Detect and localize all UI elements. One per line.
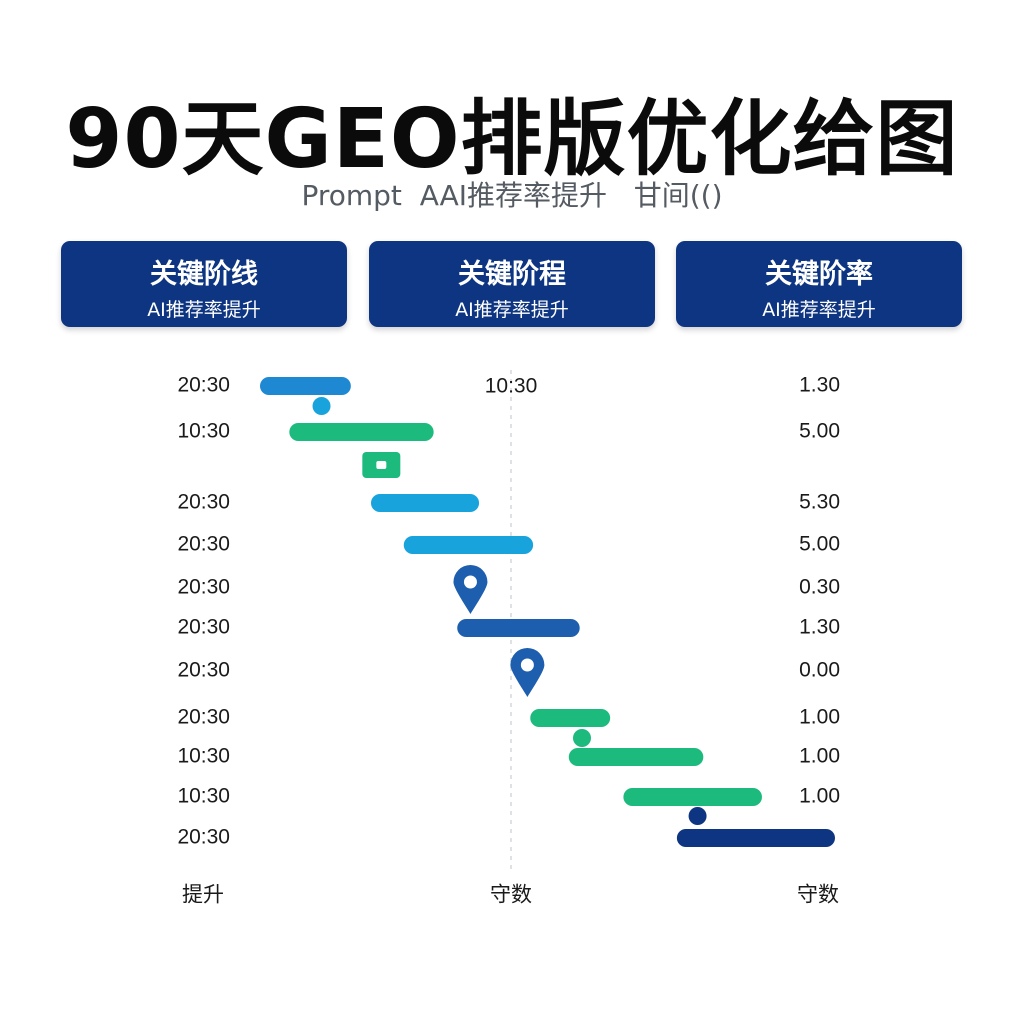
- gantt-bar: [289, 423, 434, 441]
- row-right-label: 1.00: [799, 745, 840, 768]
- milestone-square-inner: [376, 461, 387, 469]
- row-right-label: 1.30: [799, 616, 840, 639]
- milestone-dot-marker: [312, 397, 331, 415]
- header-box-2: 关键阶程 AI推荐率提升: [369, 241, 655, 327]
- row-right-label: 0.30: [799, 576, 840, 599]
- gantt-bar: [530, 709, 611, 727]
- milestone-dot-marker: [573, 729, 591, 747]
- row-left-label: 10:30: [177, 420, 230, 443]
- row-right-label: 1.00: [799, 785, 840, 808]
- footer-label: 守数: [797, 884, 839, 907]
- row-left-label: 10:30: [177, 785, 230, 808]
- gantt-bar: [676, 829, 835, 847]
- row-left-label: 20:30: [177, 576, 230, 599]
- row-left-label: 20:30: [177, 374, 230, 397]
- page-subtitle: Prompt AAI推荐率提升 甘间((): [301, 179, 723, 212]
- gantt-bar: [370, 494, 480, 512]
- gantt-bar: [403, 536, 534, 554]
- milestone-pin-hole: [520, 658, 534, 672]
- row-left-label: 20:30: [177, 491, 230, 514]
- header-box-title: 关键阶率: [765, 259, 873, 290]
- footer-label: 提升: [182, 884, 224, 907]
- row-left-label: 20:30: [177, 616, 230, 639]
- header-box-subtitle: AI推荐率提升: [455, 299, 569, 321]
- header-box-title: 关键阶程: [458, 259, 566, 290]
- row-right-label: 1.30: [799, 374, 840, 397]
- row-right-label: 1.00: [799, 706, 840, 729]
- milestone-pin-hole: [463, 575, 477, 589]
- header-box-3: 关键阶率 AI推荐率提升: [676, 241, 962, 327]
- header-box-subtitle: AI推荐率提升: [147, 299, 261, 321]
- row-right-label: 5.00: [799, 533, 840, 556]
- milestone-dot-marker: [688, 807, 707, 825]
- milestone-pin-icon: [510, 648, 545, 697]
- row-left-label: 20:30: [177, 706, 230, 729]
- page-title: 90天GEO排版优化给图: [65, 92, 959, 187]
- row-left-label: 20:30: [177, 533, 230, 556]
- gantt-bar: [260, 377, 351, 395]
- footer-label: 守数: [490, 884, 532, 907]
- row-left-label: 20:30: [177, 659, 230, 682]
- middle-column-label: 10:30: [485, 375, 538, 398]
- header-box-1: 关键阶线 AI推荐率提升: [61, 241, 347, 327]
- row-right-label: 0.00: [799, 659, 840, 682]
- header-box-title: 关键阶线: [150, 259, 258, 290]
- row-right-label: 5.30: [799, 491, 840, 514]
- row-left-label: 10:30: [177, 745, 230, 768]
- gantt-bar: [623, 788, 762, 806]
- header-box-subtitle: AI推荐率提升: [762, 299, 876, 321]
- gantt-bar: [457, 619, 580, 637]
- milestone-pin-icon: [453, 565, 488, 614]
- row-left-label: 20:30: [177, 826, 230, 849]
- gantt-bar: [568, 748, 704, 766]
- row-right-label: 5.00: [799, 420, 840, 443]
